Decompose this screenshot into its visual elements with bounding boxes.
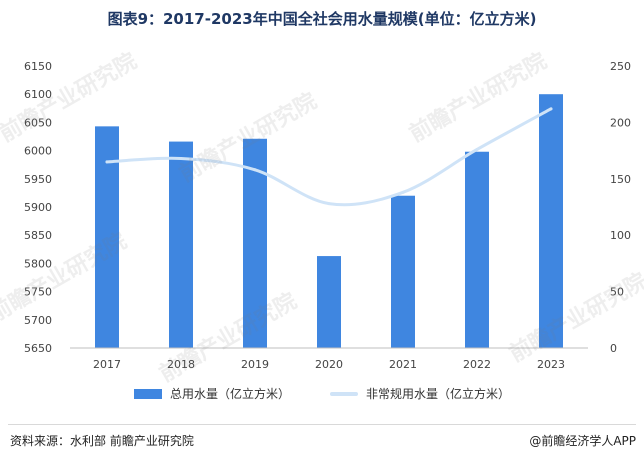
- line-point-2022: [475, 147, 479, 151]
- line-point-2018: [179, 156, 183, 160]
- legend-label-line: 非常规用水量（亿立方米）: [366, 387, 511, 401]
- right-tick-250: 250: [610, 60, 631, 73]
- bar-series: [95, 94, 563, 349]
- x-tick-2023: 2023: [537, 358, 565, 371]
- x-tick-2021: 2021: [389, 358, 417, 371]
- left-tick-5650: 5650: [24, 342, 52, 355]
- right-tick-200: 200: [610, 116, 631, 129]
- legend: 总用水量（亿立方米） 非常规用水量（亿立方米）: [0, 385, 644, 402]
- left-tick-6000: 6000: [24, 145, 52, 158]
- line-point-2020: [327, 202, 331, 206]
- line-series: [105, 107, 553, 207]
- bar-2020: [317, 256, 341, 348]
- legend-item-line: 非常规用水量（亿立方米）: [330, 385, 510, 402]
- left-tick-5950: 5950: [24, 173, 52, 186]
- line-point-2023: [549, 107, 553, 111]
- left-axis-ticks: 5650 5700 5750 5800 5850 5900 5950 6000 6050 6100…: [24, 60, 52, 355]
- bar-2023: [539, 94, 563, 348]
- line-point-2019: [253, 168, 257, 172]
- x-tick-2018: 2018: [167, 358, 195, 371]
- left-tick-5900: 5900: [24, 201, 52, 214]
- legend-swatch-bar: [133, 388, 162, 399]
- left-tick-5700: 5700: [24, 314, 52, 327]
- bar-2017: [95, 126, 119, 349]
- bar-2022: [465, 151, 489, 348]
- x-tick-2022: 2022: [463, 358, 491, 371]
- left-tick-5850: 5850: [24, 229, 52, 242]
- legend-item-bar: 总用水量（亿立方米）: [133, 385, 290, 402]
- right-tick-100: 100: [610, 229, 631, 242]
- line-point-2021: [401, 190, 405, 194]
- brand-note: @前瞻经济学人APP: [529, 434, 636, 448]
- x-tick-2020: 2020: [315, 358, 343, 371]
- x-tick-2017: 2017: [93, 358, 121, 371]
- source-note: 资料来源：水利部 前瞻产业研究院: [10, 434, 194, 448]
- right-tick-150: 150: [610, 173, 631, 186]
- x-axis-ticks: 2017 2018 2019 2020 2021 2022 2023: [93, 358, 565, 371]
- left-tick-5800: 5800: [24, 257, 52, 270]
- footer-divider: [8, 424, 636, 425]
- right-axis-ticks: 0 50 100 150 200 250: [610, 60, 631, 355]
- right-tick-50: 50: [610, 286, 624, 299]
- legend-label-bar: 总用水量（亿立方米）: [169, 387, 290, 401]
- right-tick-0: 0: [610, 342, 617, 355]
- line-point-2017: [105, 160, 109, 164]
- bar-2018: [169, 141, 193, 348]
- left-tick-5750: 5750: [24, 286, 52, 299]
- x-tick-2019: 2019: [241, 358, 269, 371]
- legend-swatch-line: [330, 391, 358, 396]
- chart-title: 图表9：2017-2023年中国全社会用水量规模(单位：亿立方米): [107, 10, 537, 28]
- left-tick-6150: 6150: [24, 60, 52, 73]
- left-tick-6100: 6100: [24, 88, 52, 101]
- bar-2021: [391, 195, 415, 348]
- left-tick-6050: 6050: [24, 116, 52, 129]
